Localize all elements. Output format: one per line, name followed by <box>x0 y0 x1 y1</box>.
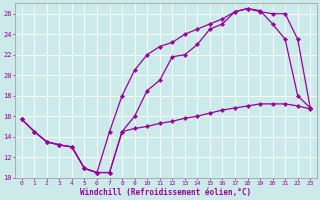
X-axis label: Windchill (Refroidissement éolien,°C): Windchill (Refroidissement éolien,°C) <box>80 188 252 197</box>
